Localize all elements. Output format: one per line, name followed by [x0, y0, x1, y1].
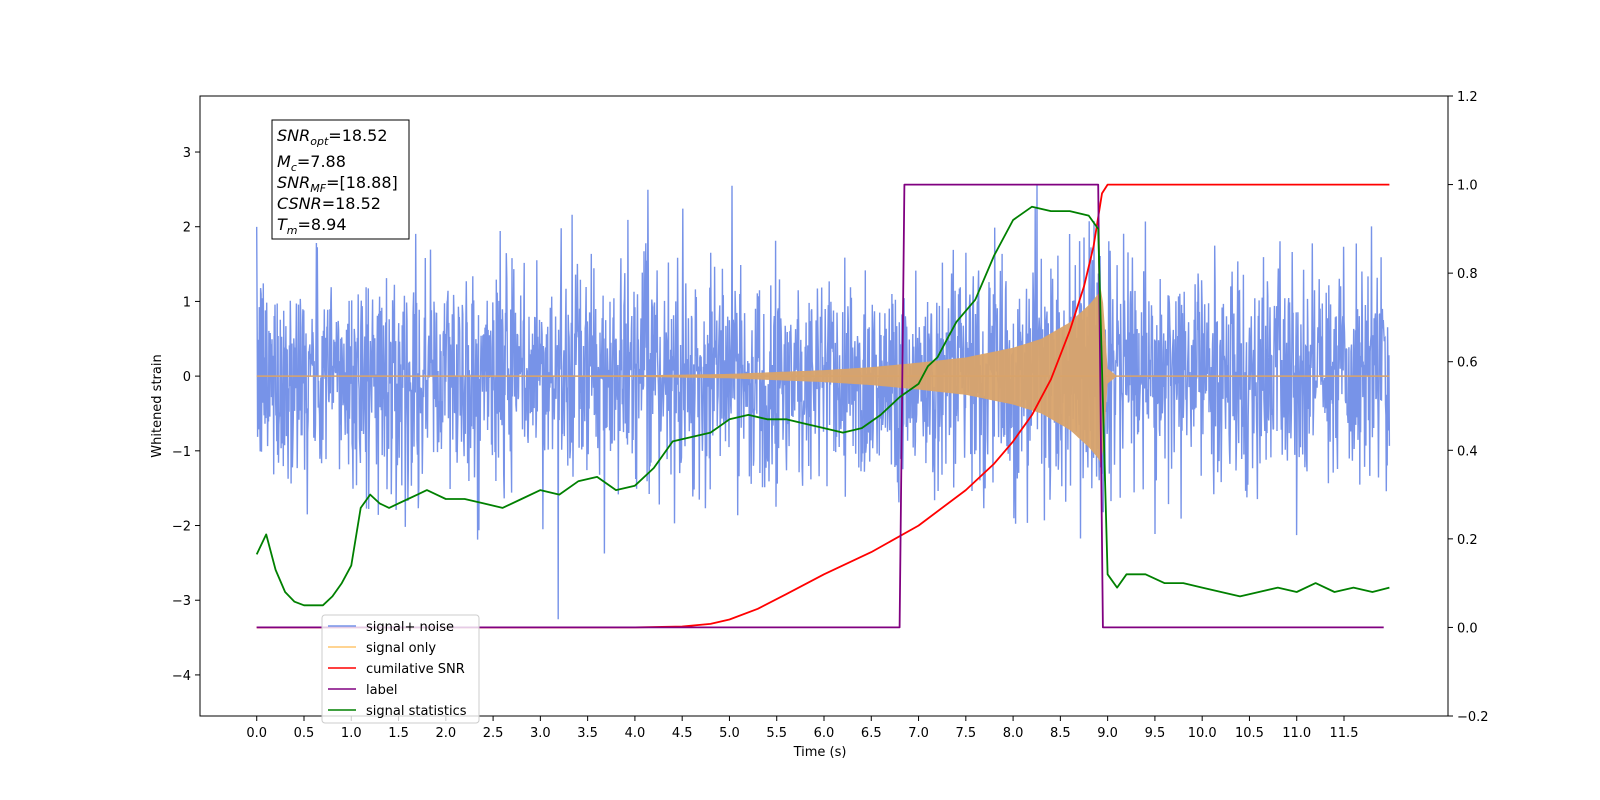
y-tick-label: −3	[172, 594, 191, 609]
info-snr-mf: SNRMF=[18.88]	[277, 173, 398, 195]
x-tick-label: 7.5	[955, 726, 976, 741]
y-tick-label: 1	[183, 295, 191, 310]
series-signal-statistics	[255, 205, 1390, 607]
x-tick-label: 10.5	[1235, 726, 1264, 741]
x-tick-label: 1.5	[388, 726, 409, 741]
x-tick-label: 6.0	[814, 726, 835, 741]
x-tick-label: 11.5	[1330, 726, 1359, 741]
x-tick-label: 3.5	[577, 726, 598, 741]
y-axis-label: Whitened strain	[150, 354, 165, 457]
x-tick-label: 4.0	[625, 726, 646, 741]
x-tick-label: 9.0	[1097, 726, 1118, 741]
x-tick-label: 3.0	[530, 726, 551, 741]
x-tick-label: 11.0	[1282, 726, 1311, 741]
y2-tick-label: 1.0	[1457, 179, 1478, 194]
series-cumulative-snr	[256, 183, 1390, 629]
y-tick-label: −1	[172, 445, 191, 460]
x-tick-label: 1.0	[341, 726, 362, 741]
y2-tick-label: −0.2	[1457, 710, 1489, 725]
x-tick-label: 0.0	[246, 726, 267, 741]
y-axis-left: 3 2 1 0 −1 −2 −3 −4	[172, 146, 200, 684]
x-tick-label: 2.0	[435, 726, 456, 741]
info-mc: Mc=7.88	[277, 152, 346, 174]
y2-tick-label: 0.0	[1457, 621, 1478, 636]
x-tick-label: 4.5	[672, 726, 693, 741]
y2-tick-label: 1.2	[1457, 90, 1478, 105]
series-label	[256, 183, 1384, 629]
y2-tick-label: 0.8	[1457, 267, 1478, 282]
x-tick-label: 5.0	[719, 726, 740, 741]
y-tick-label: 0	[183, 370, 191, 385]
x-tick-label: 0.5	[294, 726, 315, 741]
legend-frame	[321, 614, 480, 724]
y-tick-label: −2	[172, 520, 191, 535]
y-axis-right: 1.2 1.0 0.8 0.6 0.4 0.2 0.0 −0.2	[1448, 90, 1489, 725]
x-tick-label: 8.5	[1050, 726, 1071, 741]
legend-label-signal-noise: signal+ noise	[366, 620, 454, 635]
x-tick-label: 7.0	[908, 726, 929, 741]
x-tick-label: 2.5	[483, 726, 504, 741]
x-tick-label: 10.0	[1188, 726, 1217, 741]
x-axis-label: Time (s)	[793, 745, 847, 760]
info-snr-opt: SNRopt=18.52	[277, 126, 388, 148]
x-tick-label: 5.5	[766, 726, 787, 741]
y2-tick-label: 0.4	[1457, 444, 1478, 459]
x-tick-label: 8.0	[1003, 726, 1024, 741]
info-csnr: CSNR=18.52	[277, 194, 381, 213]
series-layer	[255, 183, 1392, 629]
y-tick-label: 2	[183, 221, 191, 236]
x-tick-label: 9.5	[1145, 726, 1166, 741]
legend-label-signal-statistics: signal statistics	[366, 704, 467, 719]
y2-tick-label: 0.2	[1457, 533, 1478, 548]
x-tick-label: 6.5	[861, 726, 882, 741]
info-box: SNRopt=18.52 Mc=7.88 SNRMF=[18.88] CSNR=…	[271, 119, 410, 240]
info-box-frame	[271, 119, 410, 240]
x-axis: 0.0 0.5 1.0 1.5 2.0 2.5 3.0 3.5 4.0 4.5 5.0 5.5 6.0 6…	[246, 716, 1358, 741]
series-signal-noise	[256, 184, 1391, 620]
legend-label-cumulative-snr: cumilative SNR	[366, 662, 465, 677]
legend: signal+ noise signal only cumilative SNR…	[321, 614, 480, 724]
y-tick-label: −4	[172, 669, 191, 684]
y-tick-label: 3	[183, 146, 191, 161]
info-tm: Tm=8.94	[277, 215, 347, 237]
y2-tick-label: 0.6	[1457, 356, 1478, 371]
legend-label-signal-only: signal only	[366, 641, 436, 656]
legend-label-label: label	[366, 683, 397, 698]
